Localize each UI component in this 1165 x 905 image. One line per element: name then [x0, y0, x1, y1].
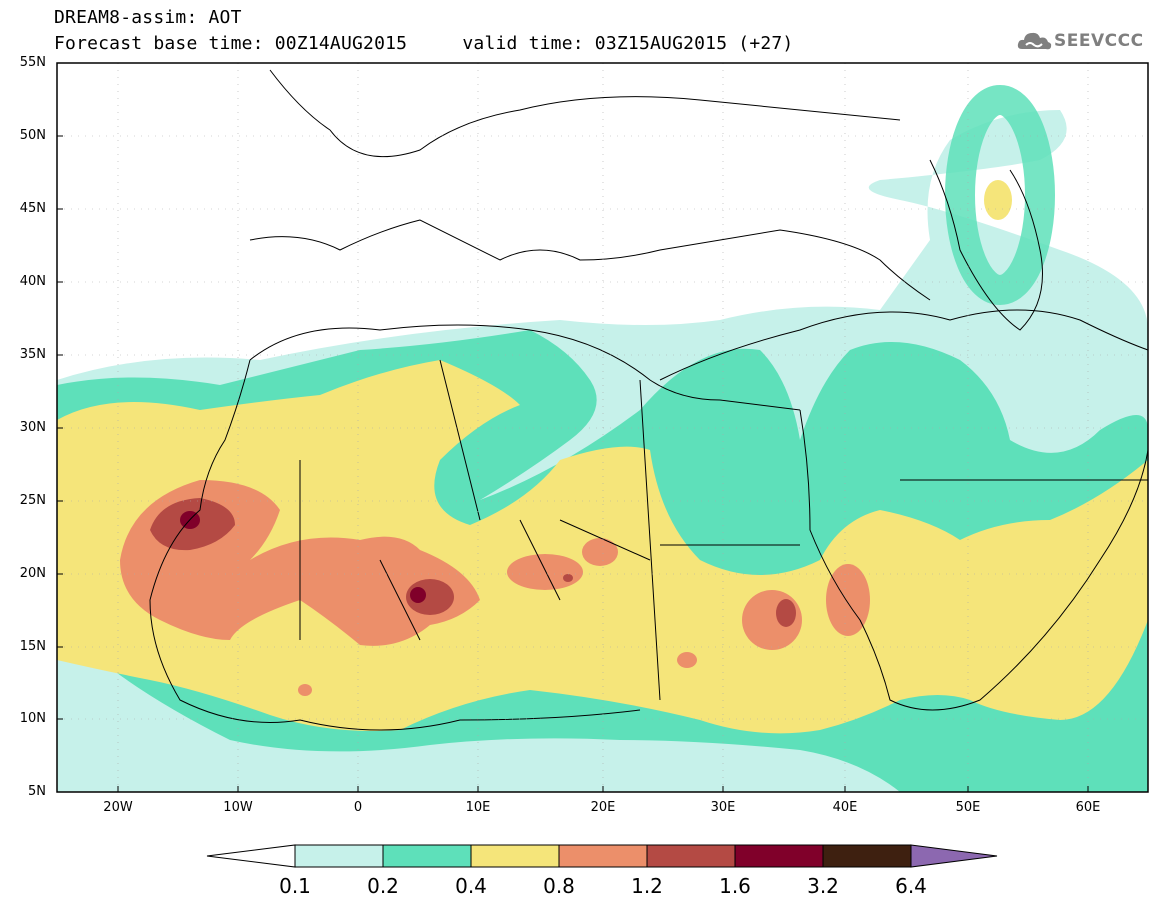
colorbar-label: 0.2: [367, 874, 399, 898]
lat-label: 15N: [19, 639, 46, 654]
coastlines: [149, 69, 1148, 731]
lon-label: 60E: [1075, 800, 1101, 815]
lon-label: 10W: [223, 800, 253, 815]
lat-label: 55N: [19, 55, 46, 70]
lon-label: 20E: [590, 800, 616, 815]
lon-label: 30E: [710, 800, 736, 815]
axis-ticks: [57, 62, 1089, 793]
cloud-icon: [1017, 32, 1052, 50]
lon-label: 20W: [103, 800, 133, 815]
colorbar-label: 0.4: [455, 874, 487, 898]
logo-text: SEEVCCC: [1054, 31, 1144, 51]
lat-label: 20N: [19, 566, 46, 581]
lat-label: 30N: [19, 420, 46, 435]
map-title: DREAM8-assim: AOT: [54, 7, 242, 28]
graticule: [57, 63, 1148, 792]
lon-label: 10E: [465, 800, 491, 815]
colorbar-label: 1.6: [719, 874, 751, 898]
colorbar-label: 6.4: [895, 874, 927, 898]
colorbar-label: 3.2: [807, 874, 839, 898]
lat-label: 5N: [28, 784, 46, 799]
lat-label: 25N: [19, 493, 46, 508]
aot-spot-caspian: [984, 180, 1012, 220]
lat-label: 50N: [19, 128, 46, 143]
lon-label: 50E: [955, 800, 981, 815]
aot-field: [57, 63, 1148, 792]
colorbar-label: 1.2: [631, 874, 663, 898]
colorbar-label: 0.1: [279, 874, 311, 898]
lat-label: 45N: [19, 201, 46, 216]
colorbar-label: 0.8: [543, 874, 575, 898]
lat-label: 40N: [19, 274, 46, 289]
seevccc-logo: SEEVCCC: [1016, 27, 1156, 57]
lon-label: 0: [353, 800, 363, 815]
lat-label: 10N: [19, 711, 46, 726]
lat-label: 35N: [19, 347, 46, 362]
forecast-time-line: Forecast base time: 00Z14AUG2015 valid t…: [54, 33, 794, 54]
lon-label: 40E: [832, 800, 858, 815]
